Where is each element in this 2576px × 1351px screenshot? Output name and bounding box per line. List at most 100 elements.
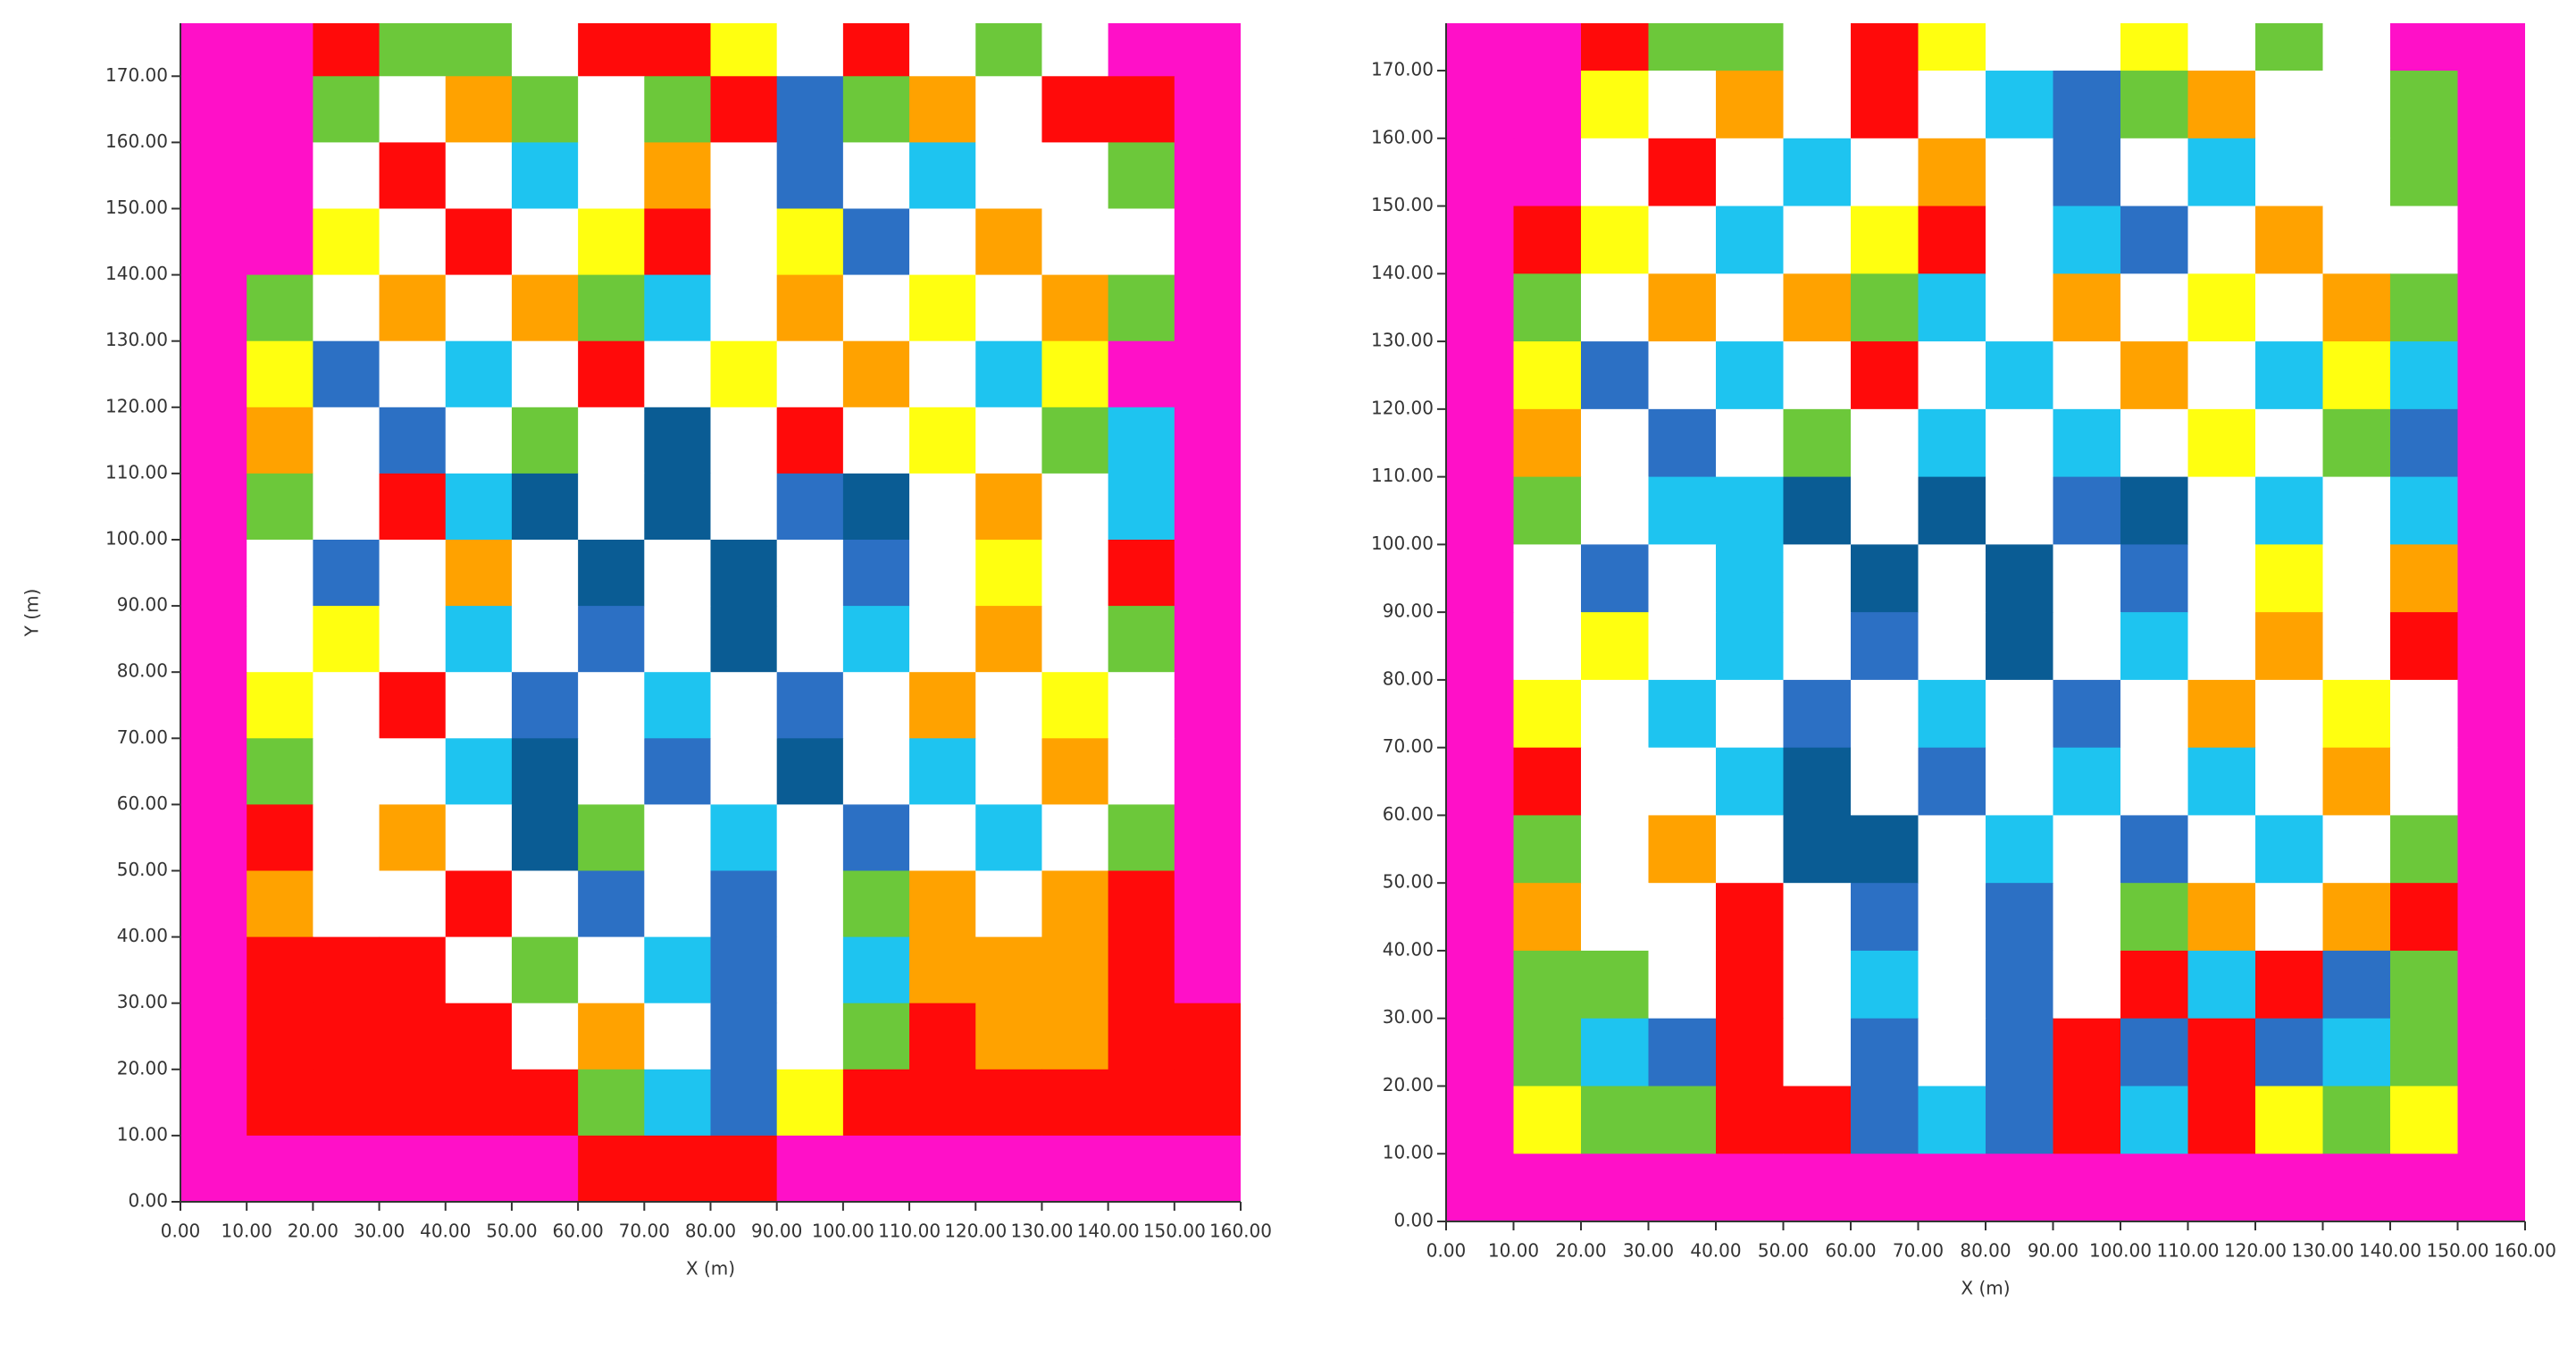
- heatmap-cell: [2255, 138, 2324, 207]
- heatmap-cell: [2187, 476, 2256, 545]
- heatmap-cell: [975, 738, 1043, 805]
- heatmap-cell: [2255, 341, 2324, 410]
- heatmap-cell: [1513, 408, 1582, 478]
- y-tick-label: 20.00: [1383, 1074, 1434, 1095]
- y-tick-label: 130.00: [105, 329, 168, 350]
- heatmap-cell: [2053, 815, 2121, 884]
- heatmap-cell: [1108, 936, 1175, 1004]
- heatmap-cell: [975, 1003, 1043, 1070]
- heatmap-cell: [445, 142, 513, 210]
- y-tick-label: 120.00: [105, 395, 168, 416]
- heatmap-cell: [1446, 1018, 1515, 1087]
- heatmap-cell: [1986, 544, 2054, 613]
- heatmap-cell: [2187, 815, 2256, 884]
- heatmap-cell: [1783, 747, 1852, 817]
- x-tick-label: 40.00: [420, 1221, 471, 1242]
- heatmap-cell: [975, 208, 1043, 276]
- heatmap-cell: [776, 1069, 844, 1137]
- x-tick-label: 40.00: [1690, 1240, 1741, 1262]
- heatmap-cell: [1918, 1086, 1986, 1154]
- heatmap-cell: [313, 23, 381, 77]
- heatmap-cell: [909, 804, 976, 872]
- heatmap-cell: [313, 473, 381, 541]
- heatmap-cell: [313, 936, 381, 1004]
- heatmap-cell: [247, 672, 314, 739]
- heatmap-cell: [909, 274, 976, 342]
- y-tick-label: 100.00: [105, 527, 168, 549]
- heatmap-cell: [842, 23, 910, 77]
- x-axis-label: X (m): [686, 1258, 735, 1280]
- heatmap-cell: [1513, 341, 1582, 410]
- x-tick-label: 100.00: [812, 1221, 874, 1242]
- heatmap-cell: [2187, 408, 2256, 478]
- x-tick-label: 20.00: [1555, 1240, 1606, 1262]
- x-tick-label: 50.00: [486, 1221, 537, 1242]
- heatmap-cell: [1783, 815, 1852, 884]
- heatmap-cell: [1174, 23, 1241, 77]
- heatmap-cell: [2390, 1018, 2459, 1087]
- heatmap-cell: [1918, 273, 1986, 342]
- heatmap-cell: [1918, 612, 1986, 681]
- heatmap-cell: [1581, 612, 1650, 681]
- heatmap-cell: [1041, 606, 1109, 673]
- heatmap-cell: [1513, 815, 1582, 884]
- heatmap-cell: [1581, 23, 1650, 71]
- heatmap-cell: [2457, 138, 2525, 207]
- heatmap-cell: [313, 804, 381, 872]
- heatmap-cell: [379, 142, 447, 210]
- heatmap-cell: [776, 142, 844, 210]
- heatmap-cell: [2322, 1086, 2391, 1154]
- y-tick-label: 30.00: [1383, 1006, 1434, 1028]
- heatmap-cell: [445, 340, 513, 408]
- heatmap-cell: [1716, 1154, 1785, 1221]
- heatmap-cell: [2053, 747, 2121, 817]
- y-tick-label: 110.00: [105, 461, 168, 482]
- heatmap-cell: [1108, 1069, 1175, 1137]
- heatmap-cell: [2457, 815, 2525, 884]
- heatmap-cell: [2120, 138, 2189, 207]
- heatmap-cell: [2053, 23, 2121, 71]
- heatmap-cell: [1986, 747, 2054, 817]
- heatmap-cell: [1783, 679, 1852, 749]
- heatmap-cell: [313, 1135, 381, 1202]
- heatmap-cell: [1716, 1086, 1785, 1154]
- heatmap-cell: [1513, 950, 1582, 1020]
- heatmap-cell: [2322, 23, 2391, 71]
- y-tick-label: 40.00: [117, 925, 168, 946]
- heatmap-cell: [2053, 476, 2121, 545]
- heatmap-cell: [1716, 815, 1785, 884]
- heatmap-cell: [1174, 76, 1241, 143]
- heatmap-cell: [2187, 71, 2256, 139]
- heatmap-cell: [842, 1135, 910, 1202]
- heatmap-cell: [1446, 815, 1515, 884]
- heatmap-cell: [644, 870, 712, 938]
- heatmap-cell: [1716, 341, 1785, 410]
- heatmap-cell: [578, 23, 645, 77]
- heatmap-cell: [710, 1003, 778, 1070]
- heatmap-cell: [511, 23, 579, 77]
- x-tick-label: 130.00: [2292, 1240, 2354, 1262]
- heatmap-cell: [1041, 274, 1109, 342]
- heatmap-cell: [445, 936, 513, 1004]
- heatmap-cell: [2457, 612, 2525, 681]
- heatmap-cell: [1108, 340, 1175, 408]
- heatmap-cell: [2120, 408, 2189, 478]
- heatmap-cell: [710, 936, 778, 1004]
- x-tick-label: 120.00: [2224, 1240, 2287, 1262]
- heatmap-cell: [2390, 1086, 2459, 1154]
- heatmap-cell: [445, 274, 513, 342]
- heatmap-cell: [909, 208, 976, 276]
- heatmap-cell: [1041, 1069, 1109, 1137]
- heatmap-cell: [1581, 747, 1650, 817]
- heatmap-cell: [1648, 23, 1717, 71]
- heatmap-cell: [710, 870, 778, 938]
- y-tick-label: 110.00: [1371, 465, 1434, 486]
- y-tick-label: 50.00: [117, 859, 168, 880]
- heatmap-cell: [2390, 1154, 2459, 1221]
- heatmap-cell: [644, 208, 712, 276]
- heatmap-cell: [842, 473, 910, 541]
- heatmap-cell: [2120, 747, 2189, 817]
- heatmap-cell: [445, 672, 513, 739]
- heatmap-cell: [2120, 206, 2189, 274]
